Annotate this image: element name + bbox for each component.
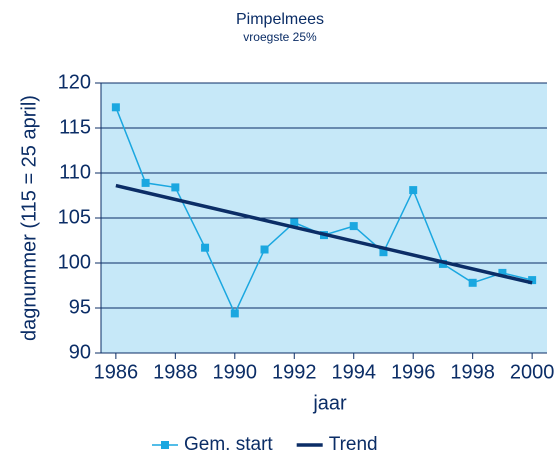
legend-label: Trend <box>329 434 378 455</box>
x-tick-label: 1996 <box>391 361 436 383</box>
y-axis-label: dagnummer (115 = 25 april) <box>18 95 40 341</box>
y-tick-label: 120 <box>58 71 91 93</box>
chart-subtitle: vroegste 25% <box>243 30 317 44</box>
y-tick-label: 90 <box>69 341 91 363</box>
legend-label: Gem. start <box>184 434 273 455</box>
data-point <box>260 245 269 254</box>
data-point <box>290 218 299 227</box>
data-point <box>111 103 120 112</box>
data-point <box>498 268 507 277</box>
x-tick-label: 1988 <box>153 361 198 383</box>
x-tick-label: 1992 <box>272 361 317 383</box>
y-tick-label: 95 <box>69 296 91 318</box>
y-tick-label: 110 <box>59 161 91 183</box>
data-point <box>171 183 180 192</box>
y-tick-label: 115 <box>59 116 91 138</box>
x-tick-label: 1986 <box>94 361 139 383</box>
trend-line <box>115 183 533 285</box>
legend-marker <box>161 441 169 449</box>
x-tick-label: 1994 <box>331 361 376 383</box>
y-tick-label: 105 <box>58 206 91 228</box>
y-tick-label: 100 <box>58 251 91 273</box>
data-point <box>141 178 150 187</box>
data-point <box>349 222 358 231</box>
x-tick-label: 2000 <box>510 361 555 383</box>
data-point <box>528 276 537 285</box>
data-point <box>409 186 418 195</box>
x-tick-label: 1998 <box>450 361 495 383</box>
data-point <box>468 278 477 287</box>
data-point <box>201 243 210 252</box>
data-point <box>379 248 388 257</box>
chart-title: Pimpelmees <box>236 11 324 28</box>
data-point <box>438 259 447 268</box>
x-tick-label: 1990 <box>213 361 258 383</box>
data-point <box>230 309 239 318</box>
x-axis-label: jaar <box>312 392 347 414</box>
